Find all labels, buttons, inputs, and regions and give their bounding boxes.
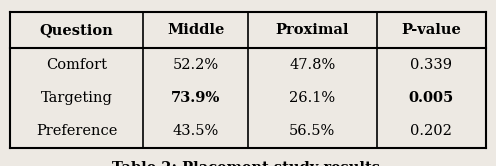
Text: 56.5%: 56.5% [289,124,335,138]
Text: P-value: P-value [401,23,461,37]
Text: Preference: Preference [36,124,117,138]
Text: 26.1%: 26.1% [289,91,335,105]
Text: 73.9%: 73.9% [171,91,220,105]
Text: Table 2: Placement study results.: Table 2: Placement study results. [112,161,384,166]
Text: Middle: Middle [167,23,224,37]
Text: Question: Question [40,23,114,37]
Text: Comfort: Comfort [46,58,107,72]
Text: 0.202: 0.202 [410,124,452,138]
Text: 0.339: 0.339 [410,58,452,72]
Text: Targeting: Targeting [41,91,113,105]
Text: Proximal: Proximal [276,23,349,37]
Text: 52.2%: 52.2% [173,58,219,72]
Text: 0.005: 0.005 [409,91,454,105]
Text: 47.8%: 47.8% [289,58,335,72]
Text: 43.5%: 43.5% [173,124,219,138]
